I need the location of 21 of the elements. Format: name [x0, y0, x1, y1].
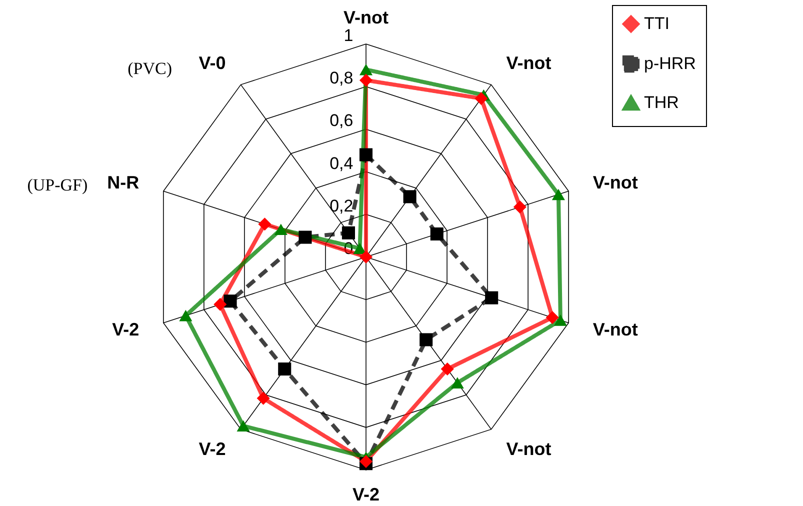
spoke-label: V-not	[592, 172, 638, 192]
spoke-label: V-0	[198, 53, 226, 73]
legend-label: p-HRR	[644, 54, 696, 73]
legend-label: THR	[644, 93, 679, 112]
y-tick-label: 1	[344, 26, 354, 45]
legend-label: TTI	[644, 14, 670, 33]
spoke-label: V-not	[506, 439, 552, 459]
spoke-label: V-2	[352, 484, 380, 505]
y-tick-label: 0,6	[330, 111, 354, 130]
spoke-label: V-not	[506, 53, 552, 73]
y-tick-label: 0,8	[330, 68, 354, 88]
y-tick-label: 0,4	[330, 154, 354, 173]
text: (UP-GF)	[27, 175, 88, 194]
spoke-label: V-2	[198, 439, 226, 459]
spoke-label: V-2	[112, 320, 140, 340]
text: (PVC)	[128, 59, 172, 78]
spoke-label: V-not	[344, 7, 388, 28]
spoke-label: N-R	[107, 172, 140, 192]
y-tick-label: 0	[344, 239, 354, 258]
y-tick-label: 0,2	[330, 196, 354, 216]
spoke-label: V-not	[592, 320, 638, 340]
